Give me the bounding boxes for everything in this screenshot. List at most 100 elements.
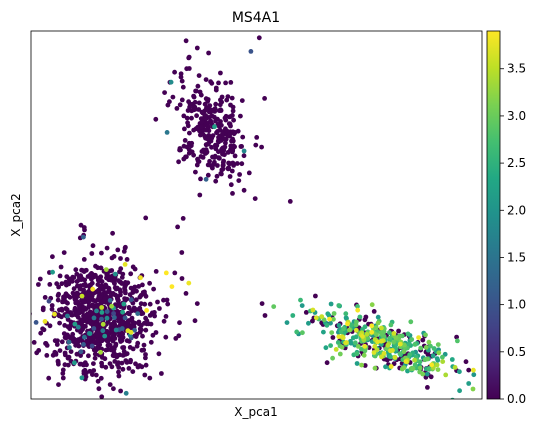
- scatter-point: [143, 327, 149, 333]
- scatter-point: [99, 284, 104, 289]
- scatter-point: [208, 79, 214, 85]
- scatter-point: [111, 350, 117, 356]
- scatter-point: [66, 281, 72, 287]
- scatter-point: [241, 148, 247, 154]
- scatter-point: [353, 334, 359, 340]
- scatter-point: [409, 337, 415, 342]
- scatter-point: [339, 344, 345, 350]
- scatter-point: [66, 276, 72, 282]
- scatter-point: [56, 284, 61, 290]
- scatter-point: [187, 104, 193, 110]
- scatter-point: [109, 255, 115, 261]
- scatter-point: [124, 296, 130, 302]
- scatter-point: [186, 54, 192, 60]
- scatter-point: [426, 339, 432, 345]
- scatter-point: [116, 373, 122, 379]
- scatter-point: [353, 322, 359, 328]
- scatter-point: [344, 340, 349, 345]
- scatter-point: [434, 362, 440, 368]
- scatter-point: [153, 330, 159, 335]
- scatter-point: [328, 343, 333, 348]
- scatter-point: [343, 315, 349, 321]
- scatter-point: [371, 350, 377, 355]
- scatter-point: [104, 315, 110, 321]
- scatter-point: [387, 335, 393, 341]
- scatter-point: [128, 357, 134, 363]
- scatter-point: [75, 314, 81, 320]
- scatter-point: [355, 304, 360, 309]
- scatter-point: [47, 282, 53, 287]
- scatter-point: [22, 272, 27, 277]
- scatter-point: [310, 307, 316, 313]
- scatter-point: [379, 354, 384, 360]
- scatter-point: [89, 343, 95, 349]
- scatter-point: [40, 307, 46, 313]
- scatter-point: [362, 324, 368, 330]
- scatter-point: [128, 329, 134, 335]
- scatter-point: [241, 187, 247, 193]
- scatter-point: [183, 154, 188, 160]
- scatter-point: [109, 364, 115, 370]
- scatter-point: [17, 356, 22, 361]
- scatter-point: [324, 360, 330, 366]
- scatter-point: [290, 313, 296, 318]
- scatter-point: [466, 381, 472, 386]
- scatter-point: [391, 331, 397, 336]
- scatter-point: [203, 176, 209, 182]
- scatter-point: [168, 79, 174, 85]
- scatter-point: [391, 339, 396, 345]
- scatter-point: [300, 330, 305, 336]
- scatter-point: [110, 346, 116, 351]
- scatter-point: [262, 96, 267, 101]
- scatter-point: [480, 402, 485, 407]
- scatter-point: [227, 174, 233, 179]
- scatter-point: [107, 382, 113, 387]
- scatter-point: [191, 127, 197, 133]
- scatter-point: [124, 257, 130, 262]
- scatter-point: [254, 135, 260, 140]
- scatter-point: [167, 99, 172, 105]
- scatter-point: [128, 271, 134, 277]
- scatter-point: [388, 354, 394, 360]
- scatter-point: [95, 277, 101, 283]
- scatter-point: [205, 136, 211, 142]
- scatter-point: [77, 405, 82, 410]
- scatter-point: [228, 80, 234, 85]
- scatter-point: [96, 386, 102, 392]
- scatter-point: [412, 357, 417, 363]
- scatter-point: [65, 355, 71, 361]
- scatter-point: [147, 375, 153, 381]
- scatter-point: [174, 106, 180, 111]
- scatter-point: [397, 341, 403, 347]
- scatter-point: [95, 337, 101, 343]
- scatter-point: [82, 360, 88, 366]
- scatter-point: [388, 322, 394, 328]
- scatter-point: [425, 352, 431, 358]
- scatter-point: [218, 70, 223, 76]
- scatter-point: [405, 331, 411, 337]
- scatter-point: [371, 309, 377, 314]
- scatter-point: [331, 311, 337, 316]
- scatter-point: [180, 84, 186, 90]
- scatter-point: [229, 95, 235, 101]
- scatter-point: [142, 301, 148, 307]
- scatter-point: [77, 361, 83, 367]
- scatter-point: [91, 326, 97, 331]
- scatter-point: [61, 294, 66, 300]
- scatter-point: [109, 322, 114, 327]
- scatter-point: [135, 311, 141, 316]
- scatter-point: [122, 315, 128, 321]
- scatter-point: [91, 368, 97, 373]
- scatter-point: [86, 299, 92, 304]
- scatter-point: [182, 126, 187, 132]
- scatter-point: [385, 342, 391, 348]
- scatter-point: [181, 143, 187, 149]
- scatter-point: [99, 394, 105, 399]
- scatter-point: [259, 144, 264, 150]
- scatter-point: [239, 98, 245, 103]
- scatter-point: [81, 225, 87, 230]
- scatter-point: [144, 308, 150, 313]
- scatter-point: [102, 333, 108, 339]
- scatter-point: [163, 314, 169, 319]
- scatter-point: [177, 102, 183, 108]
